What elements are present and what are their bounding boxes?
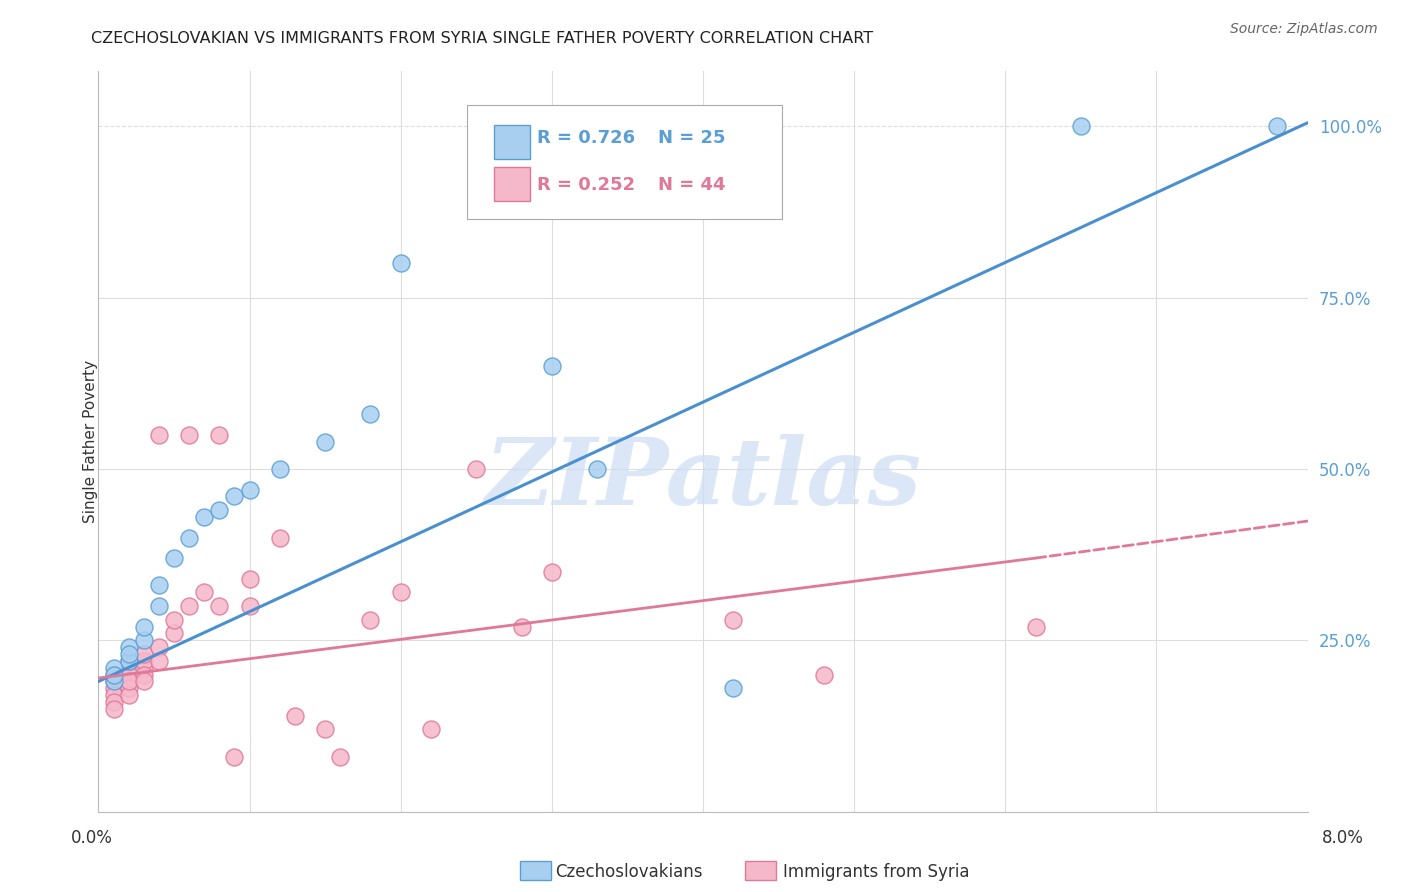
Text: Source: ZipAtlas.com: Source: ZipAtlas.com [1230,22,1378,37]
Point [118,647,141,661]
Text: Immigrants from Syria: Immigrants from Syria [783,863,970,881]
Point [118,640,141,655]
Point [465,462,488,476]
Point [193,585,215,599]
Point [540,359,562,373]
Y-axis label: Single Father Poverty: Single Father Poverty [83,360,97,523]
Point [148,640,170,655]
Point [389,256,412,270]
Point [208,503,231,517]
Bar [494,167,530,201]
Point [269,531,291,545]
Text: CZECHOSLOVAKIAN VS IMMIGRANTS FROM SYRIA SINGLE FATHER POVERTY CORRELATION CHART: CZECHOSLOVAKIAN VS IMMIGRANTS FROM SYRIA… [91,31,873,46]
Point [118,674,141,689]
Point [132,661,155,675]
Point [148,599,170,613]
Point [329,750,352,764]
Bar [494,125,530,159]
Point [103,674,125,689]
Point [148,654,170,668]
Point [132,633,155,648]
Point [103,681,125,696]
Point [179,531,201,545]
Point [132,654,155,668]
Point [239,572,262,586]
Point [420,723,443,737]
Point [510,619,533,633]
Text: N = 25: N = 25 [658,129,725,147]
Point [586,462,609,476]
Point [1025,619,1047,633]
Point [118,654,141,668]
Point [314,434,336,449]
Point [118,654,141,668]
Point [132,619,155,633]
Point [103,667,125,681]
Point [118,661,141,675]
Point [193,510,215,524]
Point [103,702,125,716]
Point [118,688,141,702]
Point [179,427,201,442]
Point [118,674,141,689]
Point [118,681,141,696]
Point [179,599,201,613]
Text: 0.0%: 0.0% [70,829,112,847]
Point [1070,119,1092,133]
Point [132,647,155,661]
Point [269,462,291,476]
Point [284,708,307,723]
Text: R = 0.252: R = 0.252 [537,176,636,194]
Point [224,489,246,503]
Text: 8.0%: 8.0% [1322,829,1364,847]
Point [103,674,125,689]
Point [314,723,336,737]
Point [239,483,262,497]
Point [208,599,231,613]
Point [163,626,186,640]
Point [239,599,262,613]
Text: Czechoslovakians: Czechoslovakians [555,863,703,881]
Point [208,427,231,442]
FancyBboxPatch shape [467,104,782,219]
Point [723,681,745,696]
Point [148,427,170,442]
Point [389,585,412,599]
Point [132,674,155,689]
Point [723,613,745,627]
Point [118,667,141,681]
Point [540,565,562,579]
Point [103,667,125,681]
Text: ZIPatlas: ZIPatlas [485,434,921,524]
Point [360,613,382,627]
Point [813,667,835,681]
Point [163,613,186,627]
Text: R = 0.726: R = 0.726 [537,129,636,147]
Point [103,695,125,709]
Point [224,750,246,764]
Point [1267,119,1289,133]
Point [103,661,125,675]
Point [148,578,170,592]
Point [163,551,186,566]
Point [103,688,125,702]
Point [132,667,155,681]
Text: N = 44: N = 44 [658,176,725,194]
Point [360,407,382,421]
